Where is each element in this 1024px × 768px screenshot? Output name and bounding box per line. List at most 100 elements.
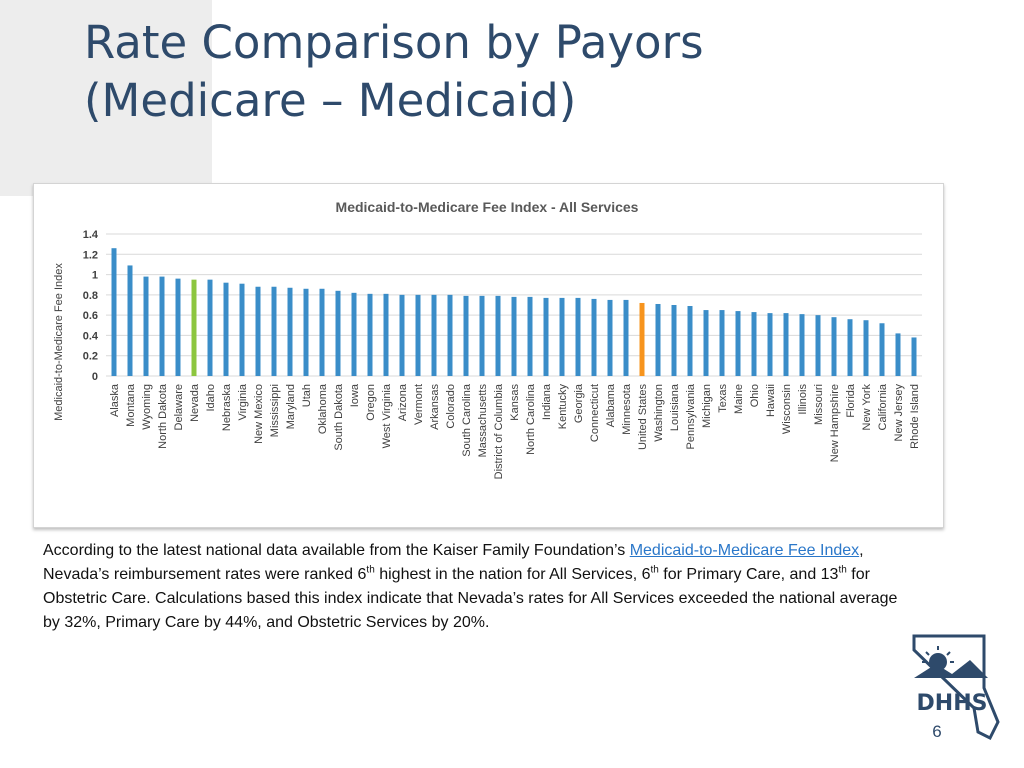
bar-rhode-island	[911, 337, 917, 376]
x-tick-label: Indiana	[541, 383, 553, 420]
bar-kansas	[511, 296, 517, 376]
bar-nevada	[191, 279, 197, 376]
bar-alaska	[111, 248, 117, 376]
x-tick-label: Alabama	[605, 383, 617, 427]
x-tick-label: District of Columbia	[493, 383, 505, 479]
x-tick-label: Idaho	[205, 384, 217, 412]
x-tick-label: Illinois	[797, 384, 809, 415]
bar-wisconsin	[783, 313, 789, 376]
body-text-5: for Obstetric Care. Calculations based t…	[43, 566, 898, 631]
bar-united-states	[639, 302, 645, 376]
bar-indiana	[543, 297, 549, 376]
bar-florida	[847, 319, 853, 376]
bar-massachusetts	[479, 295, 485, 376]
bar-maryland	[287, 287, 293, 376]
bar-missouri	[815, 315, 821, 376]
x-tick-label: Louisiana	[669, 383, 681, 431]
bar-iowa	[351, 292, 357, 376]
bar-new-hampshire	[831, 317, 837, 376]
x-tick-label: South Dakota	[333, 383, 345, 451]
fee-index-link[interactable]: Medicaid-to-Medicare Fee Index	[629, 542, 860, 559]
x-tick-label: Rhode Island	[909, 384, 921, 449]
x-tick-label: Texas	[717, 384, 729, 413]
x-tick-label: New Hampshire	[829, 384, 841, 462]
bar-new-jersey	[895, 333, 901, 376]
x-tick-label: South Carolina	[461, 383, 473, 457]
x-tick-label: Nevada	[189, 383, 201, 422]
x-tick-label: Hawaii	[765, 384, 777, 417]
y-tick-label: 1.4	[83, 229, 99, 241]
bar-washington	[655, 303, 661, 376]
y-tick-label: 1.2	[83, 249, 98, 261]
bar-south-carolina	[463, 295, 469, 376]
x-tick-label: Delaware	[173, 384, 185, 430]
x-tick-label: Maryland	[285, 384, 297, 429]
bar-oklahoma	[319, 288, 325, 376]
x-tick-label: North Carolina	[525, 383, 537, 455]
bar-kentucky	[559, 297, 565, 376]
body-text-2: , Nevada’s reimbursement rates were rank…	[43, 542, 864, 583]
y-tick-label: 0.2	[83, 351, 98, 363]
x-tick-label: Michigan	[701, 384, 713, 428]
bar-pennsylvania	[687, 306, 693, 376]
bar-wyoming	[143, 276, 149, 376]
bar-new-mexico	[255, 286, 261, 376]
bar-colorado	[447, 294, 453, 376]
x-tick-label: Utah	[301, 384, 313, 407]
bar-illinois	[799, 314, 805, 376]
x-tick-label: Iowa	[349, 383, 361, 407]
bar-hawaii	[767, 313, 773, 376]
sun-rays	[922, 646, 954, 663]
bar-oregon	[367, 293, 373, 376]
x-tick-label: Florida	[845, 383, 857, 418]
x-tick-label: Kentucky	[557, 384, 569, 430]
y-tick-layer: 0 0.2 0.4 0.6 0.8 1 1.2 1.4	[83, 229, 99, 383]
mountains-icon	[914, 660, 988, 678]
x-tick-label: Ohio	[749, 384, 761, 407]
bar-california	[879, 323, 885, 376]
bar-texas	[719, 310, 725, 376]
bar-layer	[111, 248, 917, 376]
x-tick-label: New Mexico	[253, 384, 265, 444]
body-text-1: According to the latest national data av…	[43, 542, 630, 559]
superscript-1: th	[366, 564, 375, 576]
x-tick-label: Wyoming	[141, 384, 153, 430]
bar-south-dakota	[335, 290, 341, 376]
x-tick-label: Arkansas	[429, 384, 441, 430]
x-tick-label: United States	[637, 384, 649, 451]
x-tick-label: Pennsylvania	[685, 383, 697, 449]
bar-west-virginia	[383, 293, 389, 376]
bar-ohio	[751, 312, 757, 376]
bar-michigan	[703, 310, 709, 376]
y-tick-label: 1	[92, 270, 98, 282]
x-tick-label: New York	[861, 384, 873, 431]
y-tick-label: 0.6	[83, 310, 98, 322]
x-tick-label: California	[877, 383, 889, 430]
page-title: Rate Comparison by Payors (Medicare – Me…	[84, 14, 704, 130]
dhhs-logo: DHHS	[912, 634, 1000, 741]
chart-container: Medicaid-to-Medicare Fee Index - All Ser…	[33, 183, 944, 528]
bar-vermont	[415, 294, 421, 376]
x-tick-label: Massachusetts	[477, 384, 489, 458]
title-line-1: Rate Comparison by Payors	[84, 16, 704, 69]
title-line-2: (Medicare – Medicaid)	[84, 74, 577, 127]
body-text-3: highest in the nation for All Services, …	[374, 566, 651, 583]
x-tick-label: North Dakota	[157, 383, 169, 449]
x-tick-label: West Virginia	[381, 383, 393, 448]
x-tick-label: New Jersey	[893, 384, 905, 442]
x-tick-label: Wisconsin	[781, 384, 793, 434]
bar-georgia	[575, 297, 581, 376]
x-tick-label: Virginia	[237, 383, 249, 420]
x-tick-label: Connecticut	[589, 384, 601, 442]
bar-montana	[127, 265, 133, 376]
x-tick-label: Kansas	[509, 384, 521, 421]
superscript-3: th	[838, 564, 847, 576]
x-tick-label: Alaska	[109, 383, 121, 417]
bar-nebraska	[223, 282, 229, 376]
bar-arizona	[399, 294, 405, 376]
bar-maine	[735, 311, 741, 376]
bar-delaware	[175, 278, 181, 376]
corner-background	[0, 0, 212, 196]
bar-north-dakota	[159, 276, 165, 376]
bar-arkansas	[431, 294, 437, 376]
